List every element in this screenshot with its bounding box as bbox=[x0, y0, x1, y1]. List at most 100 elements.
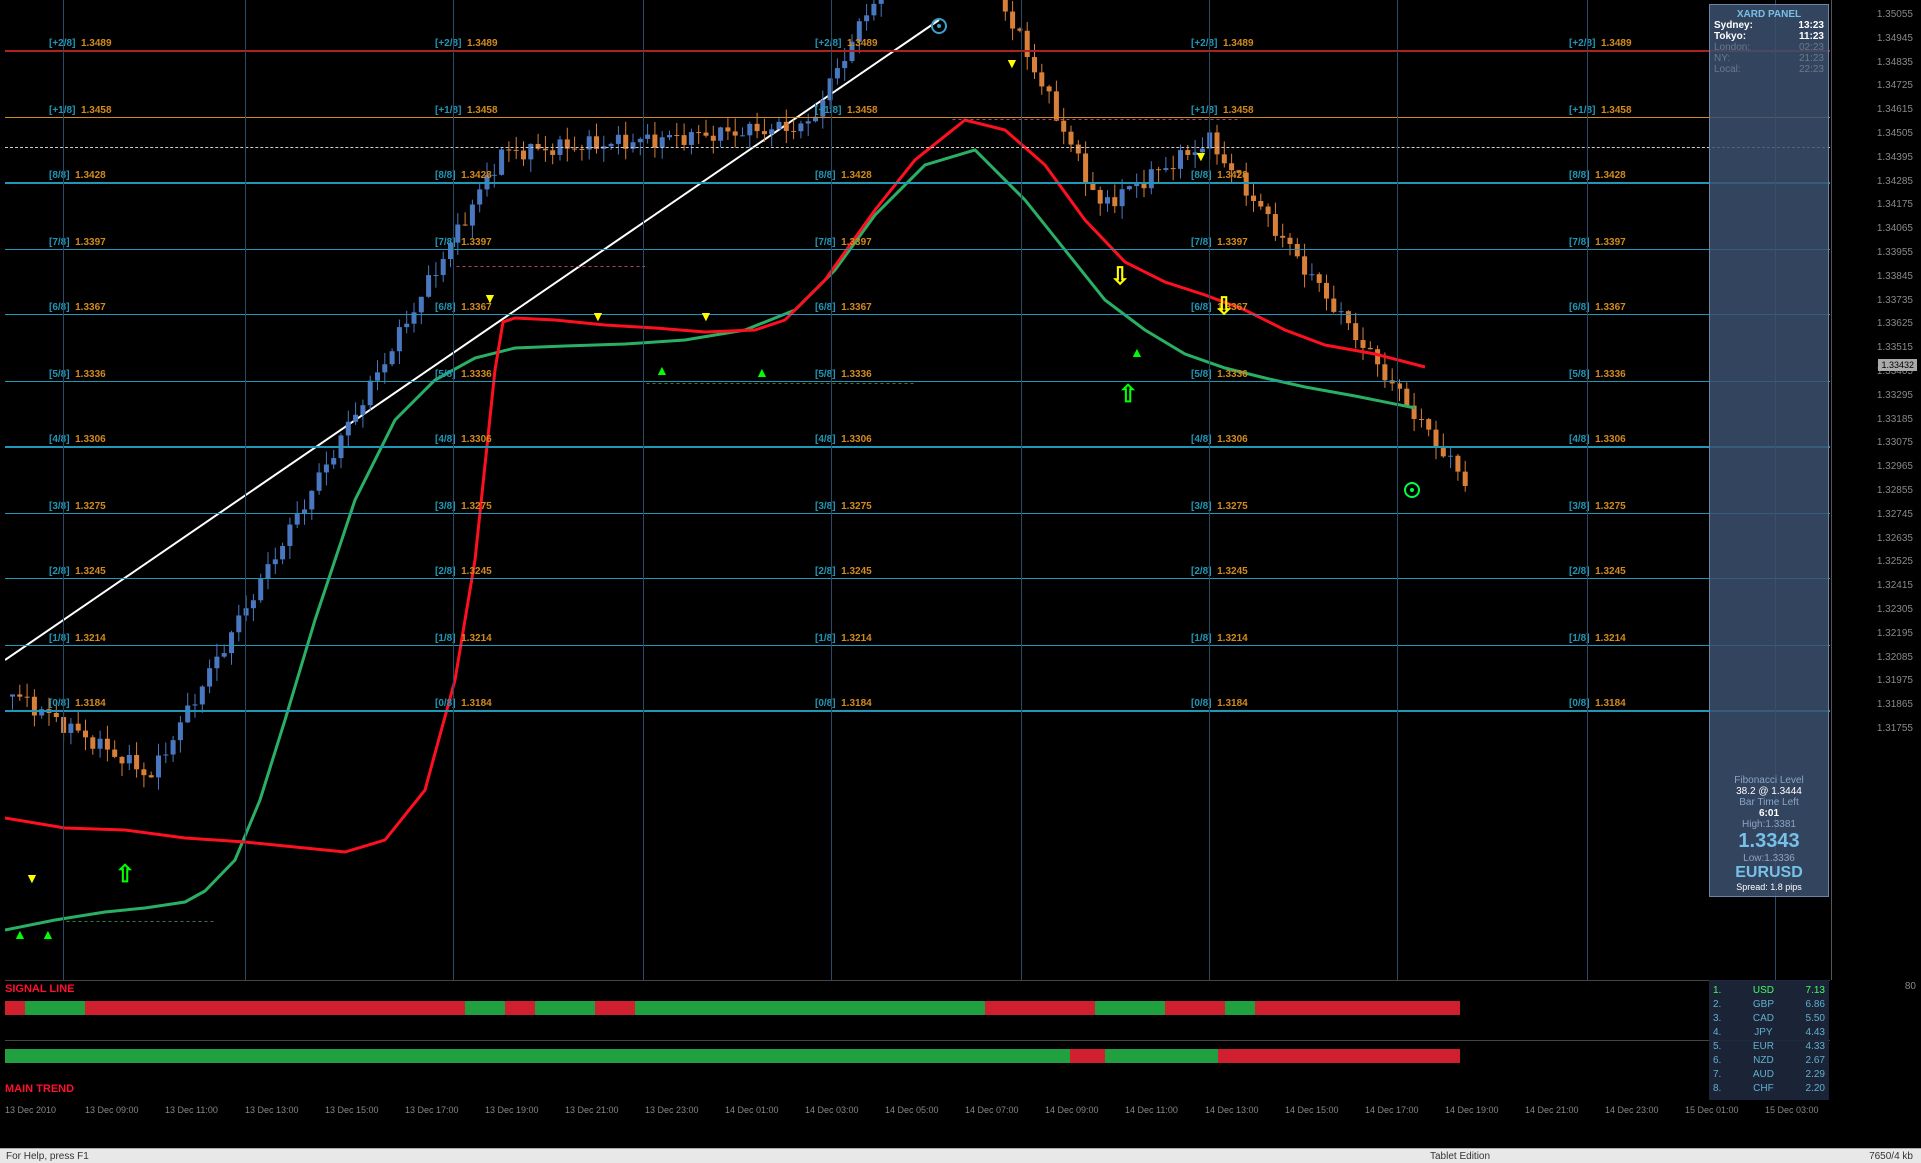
up-green-arrow-icon: ▲ bbox=[755, 364, 769, 380]
murrey-label: [+1/8] 1.3458 bbox=[1191, 105, 1254, 116]
price-tick: 1.32965 bbox=[1877, 461, 1913, 472]
signal-line-label: SIGNAL LINE bbox=[5, 983, 74, 995]
murrey-line bbox=[5, 50, 1830, 52]
dots-indicator bbox=[65, 920, 215, 923]
currency-row: 8.CHF2.20 bbox=[1713, 1082, 1825, 1096]
murrey-label: [8/8] 1.3428 bbox=[49, 170, 106, 181]
currency-row: 5.EUR4.33 bbox=[1713, 1040, 1825, 1054]
time-label: 13 Dec 17:00 bbox=[405, 1105, 459, 1115]
price-tick: 1.34395 bbox=[1877, 152, 1913, 163]
up-green-arrow-icon: ▲ bbox=[1130, 344, 1144, 360]
price-tick: 1.31865 bbox=[1877, 699, 1913, 710]
murrey-label: [6/8] 1.3367 bbox=[49, 302, 106, 313]
murrey-label: [+2/8] 1.3489 bbox=[435, 38, 498, 49]
price-tick: 1.32855 bbox=[1877, 485, 1913, 496]
signal-segment bbox=[1095, 1001, 1165, 1015]
circle-marker-icon bbox=[1404, 482, 1420, 498]
murrey-label: [8/8] 1.3428 bbox=[1191, 170, 1248, 181]
murrey-line bbox=[5, 446, 1830, 448]
main-container: [+2/8] 1.3489[+2/8] 1.3489[+2/8] 1.3489[… bbox=[0, 0, 1921, 1148]
murrey-line bbox=[5, 578, 1830, 579]
time-label: 14 Dec 05:00 bbox=[885, 1105, 939, 1115]
price-big: 1.3343 bbox=[1714, 830, 1824, 853]
murrey-label: [2/8] 1.3245 bbox=[1569, 566, 1626, 577]
status-center: Tablet Edition bbox=[1430, 1151, 1490, 1162]
murrey-label: [3/8] 1.3275 bbox=[1191, 501, 1248, 512]
murrey-label: [6/8] 1.3367 bbox=[1569, 302, 1626, 313]
price-tick: 1.34725 bbox=[1877, 80, 1913, 91]
murrey-label: [5/8] 1.3336 bbox=[1569, 369, 1626, 380]
signal-segment bbox=[25, 1001, 85, 1015]
time-gridline bbox=[453, 0, 454, 980]
time-label: 13 Dec 23:00 bbox=[645, 1105, 699, 1115]
time-label: 13 Dec 2010 bbox=[5, 1105, 56, 1115]
chart-area[interactable]: [+2/8] 1.3489[+2/8] 1.3489[+2/8] 1.3489[… bbox=[5, 0, 1830, 980]
price-tick: 1.33515 bbox=[1877, 342, 1913, 353]
time-label: 13 Dec 19:00 bbox=[485, 1105, 539, 1115]
murrey-line bbox=[5, 645, 1830, 646]
price-tick: 1.33295 bbox=[1877, 390, 1913, 401]
signal-segment bbox=[1165, 1001, 1225, 1015]
price-tick: 1.33735 bbox=[1877, 295, 1913, 306]
circle-marker-icon bbox=[931, 18, 947, 34]
time-gridline bbox=[1209, 0, 1210, 980]
fib-label: Fibonacci Level bbox=[1714, 775, 1824, 786]
murrey-label: [5/8] 1.3336 bbox=[815, 369, 872, 380]
murrey-label: [+1/8] 1.3458 bbox=[49, 105, 112, 116]
murrey-label: [3/8] 1.3275 bbox=[1569, 501, 1626, 512]
time-gridline bbox=[1587, 0, 1588, 980]
time-label: 13 Dec 11:00 bbox=[165, 1105, 218, 1115]
time-label: 14 Dec 01:00 bbox=[725, 1105, 779, 1115]
murrey-label: [1/8] 1.3214 bbox=[1569, 633, 1626, 644]
xard-time-row: Sydney:13:23 bbox=[1714, 20, 1824, 31]
murrey-label: [5/8] 1.3336 bbox=[1191, 369, 1248, 380]
bartime-label: Bar Time Left bbox=[1714, 797, 1824, 808]
main-trend-label: MAIN TREND bbox=[5, 1083, 74, 1095]
dots-indicator bbox=[951, 118, 1241, 121]
fib-value: 38.2 @ 1.3444 bbox=[1714, 786, 1824, 797]
murrey-label: [+1/8] 1.3458 bbox=[1569, 105, 1632, 116]
price-tick: 1.32195 bbox=[1877, 628, 1913, 639]
price-tick: 1.32415 bbox=[1877, 580, 1913, 591]
murrey-label: [+1/8] 1.3458 bbox=[815, 105, 878, 116]
signal-segment bbox=[465, 1001, 505, 1015]
price-tick: 1.33075 bbox=[1877, 437, 1913, 448]
dots-indicator bbox=[645, 382, 915, 385]
murrey-label: [2/8] 1.3245 bbox=[1191, 566, 1248, 577]
murrey-label: [0/8] 1.3184 bbox=[49, 698, 106, 709]
murrey-label: [7/8] 1.3397 bbox=[1569, 237, 1626, 248]
down-yellow-arrow-icon: ▼ bbox=[483, 290, 497, 306]
murrey-label: [+2/8] 1.3489 bbox=[1569, 38, 1632, 49]
dashed-level bbox=[5, 147, 1830, 148]
currency-row: 2.GBP6.86 bbox=[1713, 998, 1825, 1012]
symbol: EURUSD bbox=[1714, 864, 1824, 882]
signal-segment bbox=[635, 1001, 985, 1015]
dots-indicator bbox=[455, 265, 645, 268]
down-yellow-arrow-icon: ▼ bbox=[25, 870, 39, 886]
signal-segment bbox=[535, 1001, 595, 1015]
trend-segment bbox=[5, 1049, 1070, 1063]
currency-strength-panel: 1.USD7.132.GBP6.863.CAD5.504.JPY4.435.EU… bbox=[1709, 980, 1829, 1100]
murrey-label: [8/8] 1.3428 bbox=[435, 170, 492, 181]
signal-bar bbox=[5, 1001, 1830, 1015]
up-green-arrow-icon: ▲ bbox=[13, 926, 27, 942]
signal-segment bbox=[595, 1001, 635, 1015]
down-yellow-big-arrow-icon: ⇩ bbox=[1110, 262, 1130, 291]
murrey-label: [0/8] 1.3184 bbox=[435, 698, 492, 709]
down-yellow-big-arrow-icon: ⇩ bbox=[1214, 292, 1234, 321]
murrey-label: [0/8] 1.3184 bbox=[1191, 698, 1248, 709]
time-gridline bbox=[1021, 0, 1022, 980]
time-label: 14 Dec 03:00 bbox=[805, 1105, 859, 1115]
time-gridline bbox=[831, 0, 832, 980]
high-label: High:1.3381 bbox=[1714, 819, 1824, 830]
murrey-label: [2/8] 1.3245 bbox=[435, 566, 492, 577]
price-tick: 1.31755 bbox=[1877, 723, 1913, 734]
time-label: 14 Dec 21:00 bbox=[1525, 1105, 1579, 1115]
time-label: 14 Dec 11:00 bbox=[1125, 1105, 1178, 1115]
murrey-line bbox=[5, 513, 1830, 514]
price-tick: 1.33185 bbox=[1877, 414, 1913, 425]
murrey-label: [4/8] 1.3306 bbox=[49, 434, 106, 445]
currency-row: 3.CAD5.50 bbox=[1713, 1012, 1825, 1026]
xard-time-row: Local:22:23 bbox=[1714, 64, 1824, 75]
murrey-label: [0/8] 1.3184 bbox=[1569, 698, 1626, 709]
